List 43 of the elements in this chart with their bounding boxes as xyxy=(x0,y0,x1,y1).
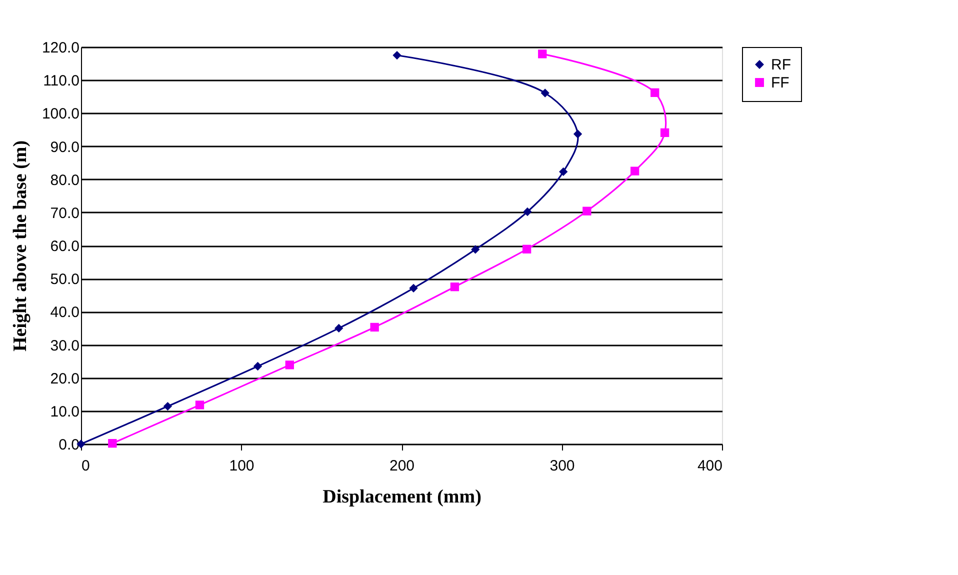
x-tick-label: 300 xyxy=(550,458,575,474)
point xyxy=(108,439,117,448)
y-tick-label: 90.0 xyxy=(50,138,80,156)
y-tick-label: 30.0 xyxy=(50,337,80,354)
point xyxy=(630,166,640,176)
point xyxy=(409,284,418,293)
y-tick-label: 10.0 xyxy=(50,403,80,420)
point xyxy=(650,88,660,97)
point xyxy=(538,50,547,58)
y-tick-label: 50.0 xyxy=(50,271,80,288)
point xyxy=(471,245,480,254)
y-tick-label: 100.0 xyxy=(42,106,80,123)
y-tick-label: 40.0 xyxy=(50,304,80,322)
point xyxy=(660,128,670,138)
legend-label: RF xyxy=(771,56,791,74)
y-tick-label: 0.0 xyxy=(58,436,80,454)
point xyxy=(392,50,402,60)
point xyxy=(253,362,262,371)
y-axis-title: Height above the base (m) xyxy=(10,140,31,352)
y-tick-label: 120.0 xyxy=(42,40,80,56)
point xyxy=(163,402,172,411)
point xyxy=(285,360,294,370)
point xyxy=(540,88,550,98)
point xyxy=(334,324,344,333)
legend-label: FF xyxy=(771,74,790,92)
x-tick-label: 0 xyxy=(82,458,90,474)
point xyxy=(450,282,460,292)
y-tick-label: 80.0 xyxy=(50,172,80,189)
point xyxy=(522,244,532,254)
x-tick-label: 100 xyxy=(229,458,254,474)
point xyxy=(559,167,568,176)
y-tick-label: 20.0 xyxy=(50,370,80,388)
point xyxy=(523,207,532,216)
point xyxy=(195,400,204,410)
point xyxy=(370,322,379,332)
x-tick-label: 400 xyxy=(697,458,722,474)
x-axis-title: Displacement (mm) xyxy=(322,486,482,508)
y-tick-label: 60.0 xyxy=(50,238,80,255)
point xyxy=(582,206,592,216)
y-tick-label: 110.0 xyxy=(43,72,80,90)
x-tick-label: 200 xyxy=(389,458,415,474)
point xyxy=(573,130,582,138)
y-tick-label: 70.0 xyxy=(50,204,80,222)
